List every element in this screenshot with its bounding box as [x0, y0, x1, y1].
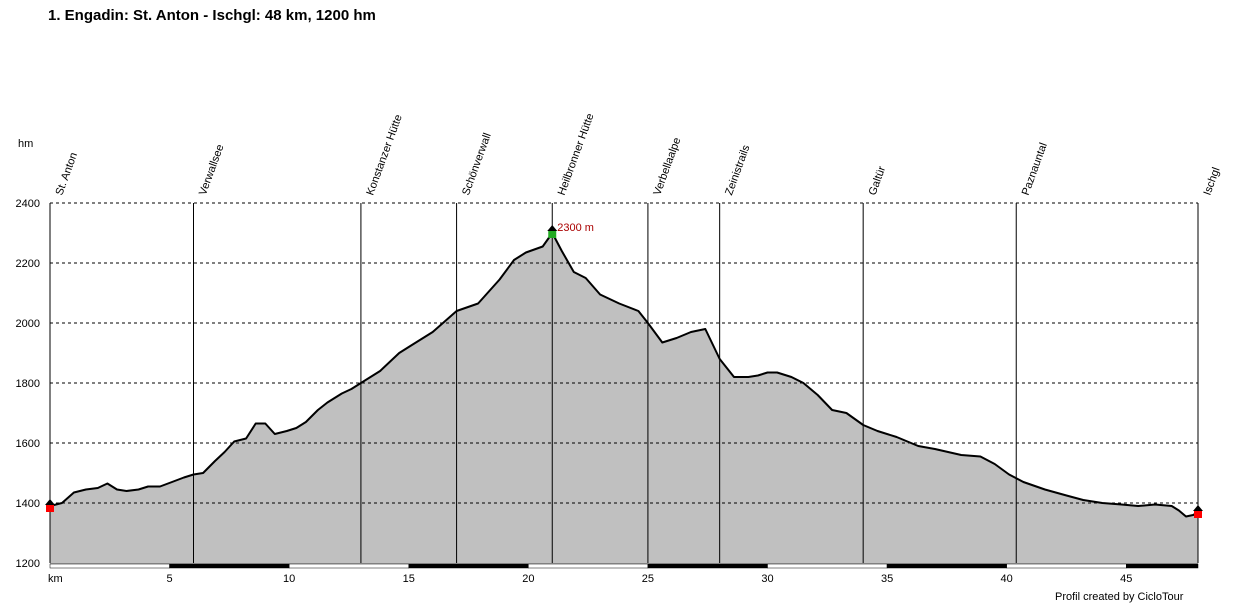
y-tick-label: 1400 [16, 498, 40, 510]
x-tick-label: 25 [642, 573, 654, 585]
y-tick-label: 2200 [16, 258, 40, 270]
y-tick-label: 1200 [16, 558, 40, 570]
peak-label: 2300 m [557, 222, 594, 234]
waypoint-label: Verbellaalpe [651, 136, 683, 197]
credit-text: Profil created by CicloTour [1055, 591, 1184, 603]
marker-body [46, 505, 54, 512]
waypoint-label: Verwallsee [197, 143, 226, 197]
x-tick-label: 30 [761, 573, 773, 585]
x-axis-segment [288, 563, 409, 569]
waypoint-label: Zeinistrails [723, 143, 752, 197]
x-tick-label: 5 [167, 573, 173, 585]
waypoint-label: Heilbronner Hütte [556, 112, 597, 197]
y-tick-label: 1800 [16, 378, 40, 390]
start-marker [45, 499, 55, 512]
y-tick-label: 2000 [16, 318, 40, 330]
x-axis-segment [408, 563, 529, 569]
waypoint-label: Ischgl [1202, 166, 1223, 197]
y-tick-label: 1600 [16, 438, 40, 450]
marker-roof [547, 225, 558, 231]
x-axis-segment [647, 563, 768, 569]
x-tick-label: 10 [283, 573, 295, 585]
waypoint-label: Paznauntal [1020, 141, 1050, 197]
y-axis-label: hm [18, 138, 33, 150]
y-tick-label: 2400 [16, 198, 40, 210]
marker-body [548, 231, 557, 238]
x-tick-label: 40 [1001, 573, 1013, 585]
x-axis-segment [767, 563, 888, 569]
grid-lines [50, 202, 1198, 504]
marker-roof [45, 499, 55, 505]
axes: 1200 1400 1600 1800 2000 2200 2400 5 10 15 20 25 30 3… [16, 198, 1199, 585]
x-tick-label: 15 [403, 573, 415, 585]
end-marker [1193, 505, 1203, 518]
waypoint-label: Schönverwall [460, 131, 494, 197]
waypoint-label: Galtür [867, 164, 889, 197]
x-axis-segment [1126, 563, 1199, 569]
elevation-profile-line [49, 232, 1199, 518]
waypoint-label: Konstanzer Hütte [364, 113, 404, 197]
waypoint-label: St. Anton [54, 151, 81, 197]
x-axis-segment [49, 563, 170, 569]
x-axis-segment [1006, 563, 1127, 569]
point-markers: 2300 m [45, 222, 1203, 518]
chart-title: 1. Engadin: St. Anton - Ischgl: 48 km, 1… [48, 7, 376, 24]
marker-roof [1193, 505, 1203, 511]
x-tick-label: 20 [522, 573, 534, 585]
peak-marker [547, 225, 558, 238]
x-axis-segment [528, 563, 649, 569]
x-axis-segment [169, 563, 290, 569]
x-tick-label: 35 [881, 573, 893, 585]
x-axis-segment [886, 563, 1007, 569]
x-axis-label: km [48, 573, 63, 585]
marker-body [1194, 511, 1202, 518]
elevation-area [49, 232, 1199, 563]
elevation-area-fill [50, 233, 1198, 563]
x-tick-label: 45 [1120, 573, 1132, 585]
